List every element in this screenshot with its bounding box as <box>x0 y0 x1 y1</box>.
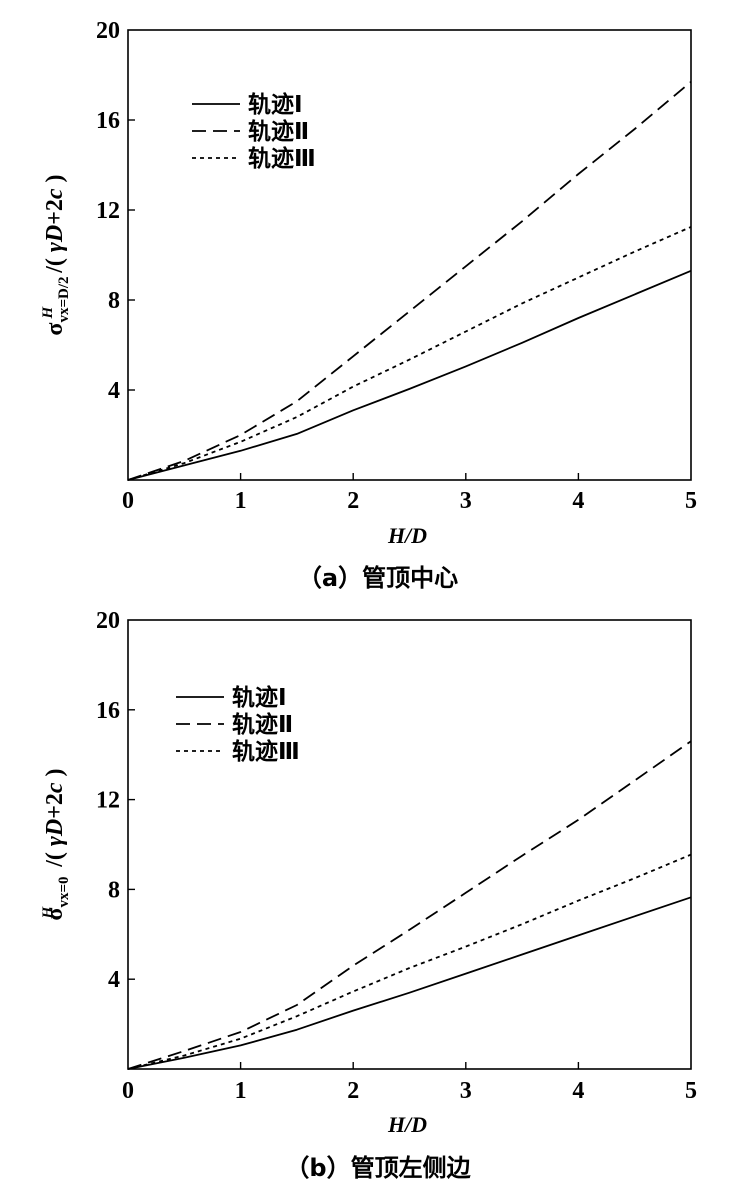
panel-caption: （a）管顶中心 <box>298 564 458 592</box>
series-line-3 <box>127 226 692 481</box>
y-tick-label: 20 <box>96 18 120 44</box>
x-tick-label: 1 <box>235 1078 247 1104</box>
y-tick-label: 12 <box>96 198 120 224</box>
plot-frame <box>127 619 692 1070</box>
legend-label-2: 轨迹Ⅱ <box>248 118 309 145</box>
y-axis-label: σvx=0H /( γD+2c ) <box>40 768 72 920</box>
series-line-2 <box>127 740 692 1070</box>
y-tick-label: 4 <box>108 378 120 404</box>
y-tick-label: 16 <box>96 108 120 134</box>
x-tick-label: 5 <box>685 488 697 514</box>
x-tick-label: 0 <box>122 488 134 514</box>
legend-label-3: 轨迹Ⅲ <box>232 738 300 765</box>
x-tick-label: 2 <box>347 1078 359 1104</box>
series-line-2 <box>127 81 692 481</box>
legend-label-1: 轨迹Ⅰ <box>232 684 287 711</box>
y-tick-label: 8 <box>108 877 120 903</box>
x-tick-label: 4 <box>572 488 584 514</box>
y-tick-label: 4 <box>108 967 120 993</box>
x-tick-label: 3 <box>460 488 472 514</box>
legend-label-1: 轨迹Ⅰ <box>248 91 303 118</box>
x-tick-label: 2 <box>347 488 359 514</box>
x-tick-label: 0 <box>122 1078 134 1104</box>
series-line-3 <box>127 853 692 1070</box>
y-tick-label: 12 <box>96 788 120 814</box>
x-tick-label: 1 <box>235 488 247 514</box>
x-tick-label: 5 <box>685 1078 697 1104</box>
legend-label-3: 轨迹Ⅲ <box>248 145 316 172</box>
y-tick-label: 16 <box>96 698 120 724</box>
panel-caption: （b）管顶左侧边 <box>285 1154 471 1182</box>
series-line-1 <box>127 896 692 1070</box>
x-tick-label: 4 <box>572 1078 584 1104</box>
x-tick-label: 3 <box>460 1078 472 1104</box>
y-tick-label: 20 <box>96 608 120 634</box>
plot-frame <box>127 29 692 481</box>
y-axis-label: σvx=D/2H/( γD+2c ) <box>40 174 72 335</box>
series-line-1 <box>127 269 692 481</box>
x-axis-label: H/D <box>387 523 427 548</box>
x-axis-label: H/D <box>387 1112 427 1137</box>
legend-label-2: 轨迹Ⅱ <box>232 711 293 738</box>
y-tick-label: 8 <box>108 288 120 314</box>
